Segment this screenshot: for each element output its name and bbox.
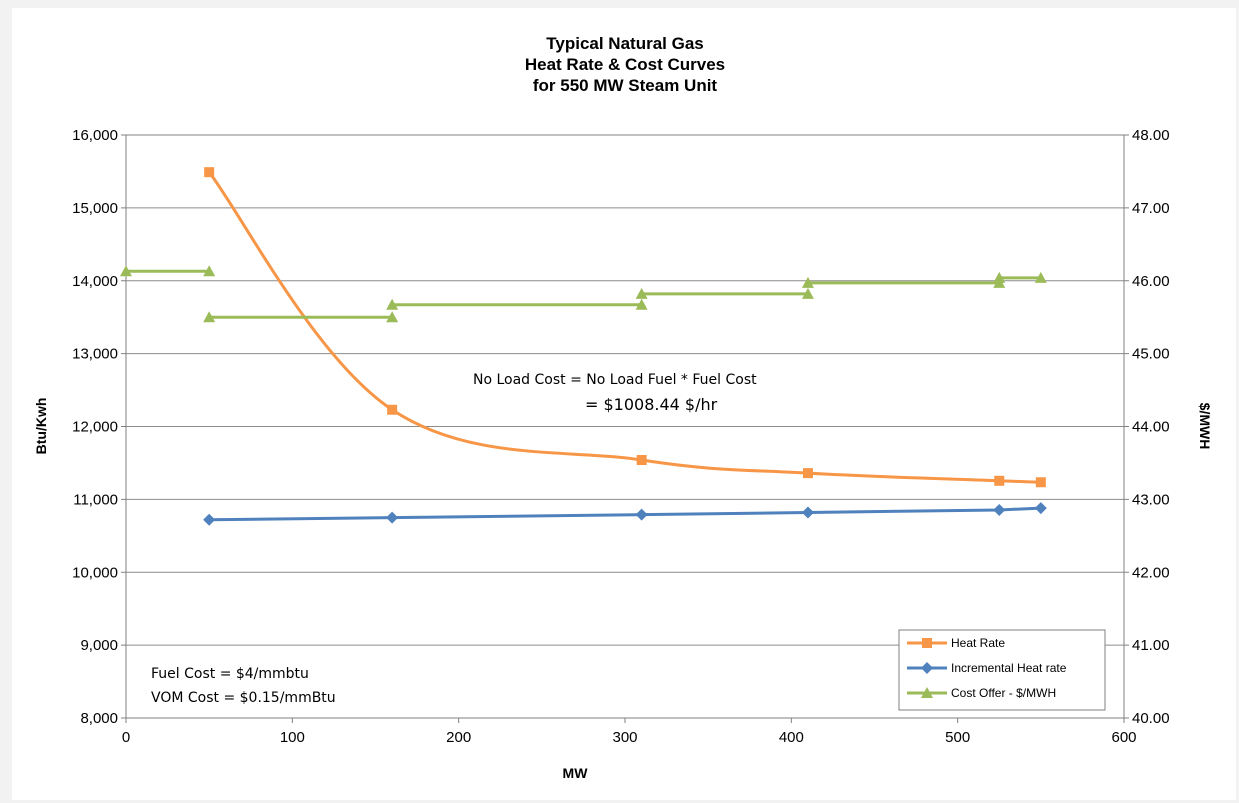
y-tick-label: 15,000	[72, 200, 118, 217]
cost-offer-point	[386, 311, 399, 323]
chart-title-line-2: Heat Rate & Cost Curves	[525, 55, 725, 74]
y2-tick-label: 41.00	[1132, 637, 1170, 654]
x-tick-label: 0	[122, 729, 130, 746]
legend: Heat Rate Incremental Heat rate Cost Offer…	[898, 629, 1106, 711]
legend-item: Heat Rate	[907, 636, 1005, 650]
no-load-cost-annotation: No Load Cost = No Load Fuel * Fuel Cost	[473, 372, 757, 388]
chart-title-line-3: for 550 MW Steam Unit	[533, 76, 718, 95]
x-tick-label: 600	[1111, 729, 1136, 746]
cost-offer-point	[1034, 271, 1047, 283]
y-tick-label: 9,000	[80, 637, 118, 654]
cost-offer-point	[203, 311, 216, 323]
y2-axis-title: $/MWH	[1197, 403, 1213, 450]
data-point	[993, 503, 1006, 516]
data-point	[1034, 502, 1047, 515]
series-heat-rate	[204, 167, 1046, 488]
legend-label: Heat Rate	[951, 636, 1005, 650]
legend-item: Incremental Heat rate	[907, 661, 1067, 675]
legend-label: Incremental Heat rate	[951, 661, 1067, 675]
data-point	[204, 167, 215, 178]
y-tick-label: 16,000	[72, 127, 118, 144]
data-point	[203, 513, 216, 526]
data-point	[802, 468, 813, 479]
y2-tick-label: 40.00	[1132, 710, 1170, 727]
legend-items: Heat Rate Incremental Heat rate Cost Offer…	[907, 636, 1067, 700]
series-layer	[120, 167, 1047, 526]
y-tick-label: 12,000	[72, 419, 118, 436]
data-point	[994, 475, 1005, 486]
cost-offer-point	[203, 265, 216, 277]
y2-tick-label: 48.00	[1132, 127, 1170, 144]
x-tick-label: 200	[446, 729, 471, 746]
gridlines	[126, 207, 1124, 646]
legend-marker	[921, 662, 933, 674]
data-point	[636, 455, 647, 466]
y-axis-left: 8,000 9,000 10,000 11,000 12,000 13,000 14,000…	[72, 127, 126, 727]
chart-title-line-1: Typical Natural Gas	[546, 34, 703, 53]
y-axis-right: 40.00 41.00 42.00 43.00 44.00 45.00 46.00 47.00…	[1124, 127, 1170, 727]
data-point	[801, 506, 814, 519]
y2-tick-label: 47.00	[1132, 200, 1170, 217]
cost-offer-point	[635, 298, 648, 310]
cost-offer-point	[993, 271, 1006, 283]
y-axis-title: Btu/Kwh	[33, 398, 49, 455]
y2-tick-label: 46.00	[1132, 273, 1170, 290]
chart: Typical Natural Gas Heat Rate & Cost Cur…	[33, 34, 1213, 781]
y-tick-label: 14,000	[72, 273, 118, 290]
no-load-cost-value: = $1008.44 $/hr	[585, 395, 718, 414]
y2-tick-label: 45.00	[1132, 346, 1170, 363]
y-tick-label: 8,000	[80, 710, 118, 727]
x-tick-label: 400	[779, 729, 804, 746]
series-incremental-heat-rate	[203, 502, 1047, 526]
x-axis-title: MW	[563, 765, 589, 781]
cost-offer-point	[386, 298, 399, 310]
data-point	[386, 511, 399, 524]
y-tick-label: 10,000	[72, 564, 118, 581]
legend-marker	[922, 638, 932, 648]
x-tick-label: 500	[945, 729, 970, 746]
series-line	[209, 506, 1041, 522]
x-tick-label: 300	[612, 729, 637, 746]
legend-item: Cost Offer - $/MWH	[907, 686, 1056, 700]
y2-tick-label: 43.00	[1132, 491, 1170, 508]
x-tick-label: 100	[280, 729, 305, 746]
y-tick-label: 13,000	[72, 346, 118, 363]
cost-offer-point	[635, 287, 648, 299]
legend-marker	[921, 687, 933, 698]
y2-tick-label: 44.00	[1132, 419, 1170, 436]
x-axis: 0 100 200 300 400 500 600	[122, 718, 1137, 746]
data-point	[635, 508, 648, 521]
series-line	[207, 171, 1041, 484]
data-point	[387, 404, 398, 415]
y2-tick-label: 42.00	[1132, 564, 1170, 581]
series-cost-offer-mwh	[120, 265, 1047, 323]
vom-cost-annotation: VOM Cost = $0.15/mmBtu	[151, 690, 336, 706]
legend-label: Cost Offer - $/MWH	[951, 686, 1056, 700]
cost-offer-point	[120, 265, 132, 277]
cost-offer-point	[801, 287, 814, 299]
cost-offer-point	[801, 276, 814, 288]
y-tick-label: 11,000	[73, 491, 118, 508]
data-point	[1035, 477, 1046, 488]
chart-frame: Typical Natural Gas Heat Rate & Cost Cur…	[12, 8, 1236, 800]
fuel-cost-annotation: Fuel Cost = $4/mmbtu	[151, 666, 309, 682]
chart-title: Typical Natural Gas Heat Rate & Cost Cur…	[525, 34, 725, 95]
